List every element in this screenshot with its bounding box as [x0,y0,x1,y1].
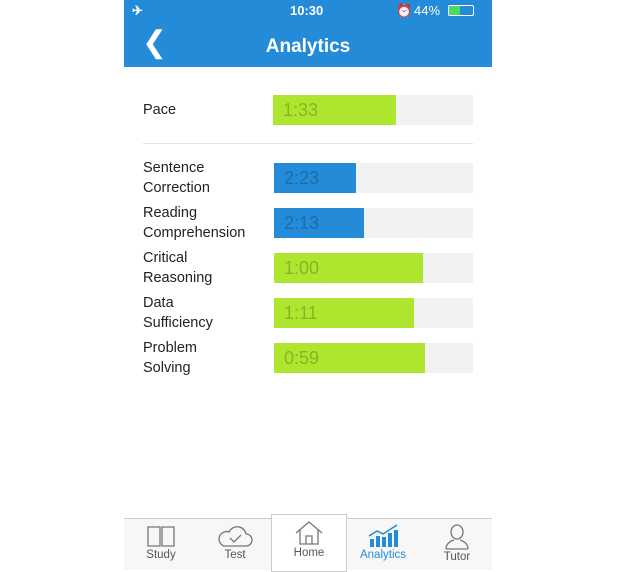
section-value: 1:11 [284,303,318,323]
pace-bar-fill [273,95,396,125]
nav-header: ✈ 10:30 ⏰ 44% ❮ Analytics [124,0,492,67]
section-bar-fill [274,163,356,193]
tab-label: Analytics [359,549,407,561]
tab-tutor[interactable]: Tutor [420,519,494,570]
section-bar-fill [274,253,424,283]
battery-percent: 44% [414,3,441,18]
pace-bar: 1:33 [273,95,473,125]
section-bar: 2:23 [274,163,473,193]
pace-value: 1:33 [283,100,319,120]
pace-label: Pace [143,102,177,118]
section-label: Problem Solving [143,340,197,376]
page-title: Analytics [265,36,351,57]
section-bar: 1:11 [274,298,473,328]
section-value: 2:23 [284,168,320,188]
section-label: Sentence Correction [143,160,210,196]
chevron-left-icon[interactable]: ❮ [142,26,168,59]
section-bar-fill [274,208,364,238]
user-icon [420,524,494,550]
bar-chart-icon [346,524,420,548]
tab-label: Study [146,549,176,561]
section-value: 1:00 [284,258,320,278]
tab-label: Tutor [443,551,471,563]
home-icon [272,520,346,546]
section-value: 2:13 [284,213,320,233]
cloud-check-icon [198,524,272,548]
status-time: 10:30 [290,3,324,18]
alarm-icon: ⏰ [396,3,413,18]
section-value: 0:59 [284,348,320,368]
tab-bar: Study Test Home Analytics Tutor [124,514,494,572]
phone-screen: ✈ 10:30 ⏰ 44% ❮ Analytics Pace 1:33 Sent… [124,0,494,572]
section-label: Reading Comprehension [143,205,246,241]
section-bar: 0:59 [274,343,473,373]
tab-test[interactable]: Test [198,519,272,570]
section-bar: 1:00 [274,253,473,283]
book-icon [124,524,198,548]
tab-analytics[interactable]: Analytics [346,519,420,570]
section-label: Data Sufficiency [143,295,213,331]
section-bar-fill [274,343,426,373]
section-bar-fill [274,298,415,328]
tab-home[interactable]: Home [271,514,347,572]
divider [143,143,473,144]
tab-label: Home [293,547,325,559]
battery-icon [448,5,474,16]
section-bar: 2:13 [274,208,473,238]
airplane-icon: ✈ [132,3,143,18]
section-label: Critical Reasoning [143,250,213,286]
tab-label: Test [224,549,246,561]
tab-study[interactable]: Study [124,519,198,570]
